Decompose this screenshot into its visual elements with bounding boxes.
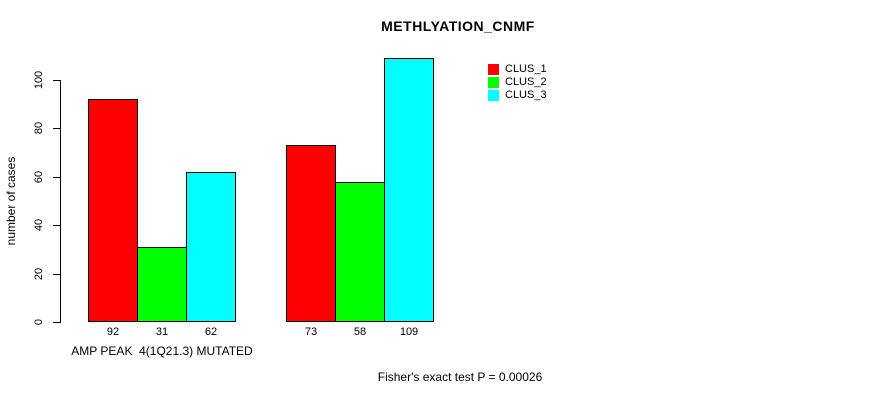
legend-item-clus_3: CLUS_3	[488, 90, 547, 101]
bar-clus_2-group2	[335, 182, 385, 322]
legend-item-clus_1: CLUS_1	[488, 64, 547, 75]
y-tick-mark	[53, 80, 60, 81]
chart-title: METHLYATION_CNMF	[381, 18, 535, 34]
bar-value-label: 109	[399, 326, 419, 338]
legend-swatch-icon	[488, 64, 499, 75]
y-tick-label: 80	[33, 122, 45, 135]
bar-clus_1-group2	[286, 145, 336, 322]
legend-label: CLUS_1	[505, 63, 547, 75]
legend-item-clus_2: CLUS_2	[488, 77, 547, 88]
fisher-test-annotation: Fisher's exact test P = 0.00026	[377, 370, 543, 384]
bar-clus_3-group2	[384, 58, 434, 322]
x-axis-group-label: AMP PEAK 4(1Q21.3) MUTATED	[71, 344, 253, 358]
y-axis-label: number of cases	[4, 156, 18, 246]
y-tick-mark	[53, 273, 60, 275]
y-tick-label: 40	[33, 219, 45, 232]
bar-clus_3-group1	[186, 172, 236, 322]
legend-label: CLUS_2	[505, 76, 547, 88]
y-tick-label: 0	[33, 318, 45, 326]
y-tick-label: 100	[33, 70, 45, 90]
bar-value-label: 92	[106, 326, 120, 338]
bar-value-label: 31	[155, 326, 169, 338]
bar-value-label: 62	[204, 326, 218, 338]
bar-value-label: 58	[353, 326, 367, 338]
y-axis-line	[60, 80, 61, 323]
y-tick-mark	[53, 322, 60, 323]
y-tick-label: 20	[33, 267, 45, 280]
bar-value-label: 73	[304, 326, 318, 338]
y-tick-mark	[53, 176, 60, 178]
legend-swatch-icon	[488, 77, 499, 88]
legend-label: CLUS_3	[505, 89, 547, 101]
legend: CLUS_1 CLUS_2 CLUS_3	[488, 64, 547, 101]
legend-swatch-icon	[488, 90, 499, 101]
bar-clus_2-group1	[137, 247, 187, 322]
bar-clus_1-group1	[88, 99, 138, 322]
y-tick-mark	[53, 128, 60, 130]
y-tick-label: 60	[33, 170, 45, 183]
y-tick-mark	[53, 225, 60, 227]
